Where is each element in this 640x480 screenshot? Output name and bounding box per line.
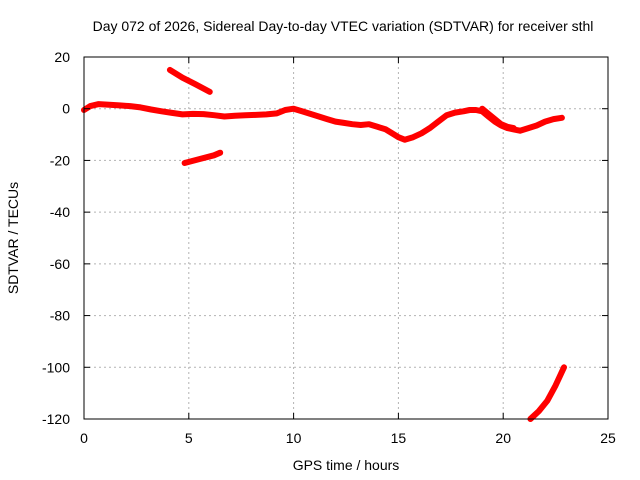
x-tick-label: 20 [495,430,511,446]
y-tick-label: -60 [50,256,70,272]
x-tick-label: 10 [286,430,302,446]
chart-title: Day 072 of 2026, Sidereal Day-to-day VTE… [93,18,594,34]
x-tick-label: 15 [391,430,407,446]
plot-frame [83,56,609,420]
y-tick-label: -80 [50,308,70,324]
x-tick-label: 25 [600,430,616,446]
series-arc-low [527,364,567,422]
x-tick-labels: 0 5 10 15 20 25 [80,430,616,446]
x-tick-label: 0 [80,430,88,446]
grid-lines [84,57,608,419]
y-tick-label: -20 [50,152,70,168]
y-tick-label: -120 [42,411,70,427]
y-tick-label: -100 [42,359,70,375]
x-tick-label: 5 [185,430,193,446]
series-arc-lower [181,149,224,166]
y-axis-label: SDTVAR / TECUs [5,182,21,294]
axis-ticks [83,56,609,420]
series-main [81,101,565,143]
y-tick-label: -40 [50,204,70,220]
y-tick-label: 20 [54,49,70,65]
series-arc-dip [479,105,517,132]
data-series [81,66,567,422]
x-axis-label: GPS time / hours [293,457,400,473]
y-tick-labels: 20 0 -20 -40 -60 -80 -100 -120 [42,49,70,427]
y-tick-label: 0 [62,101,70,117]
series-arc-upper [166,66,213,95]
